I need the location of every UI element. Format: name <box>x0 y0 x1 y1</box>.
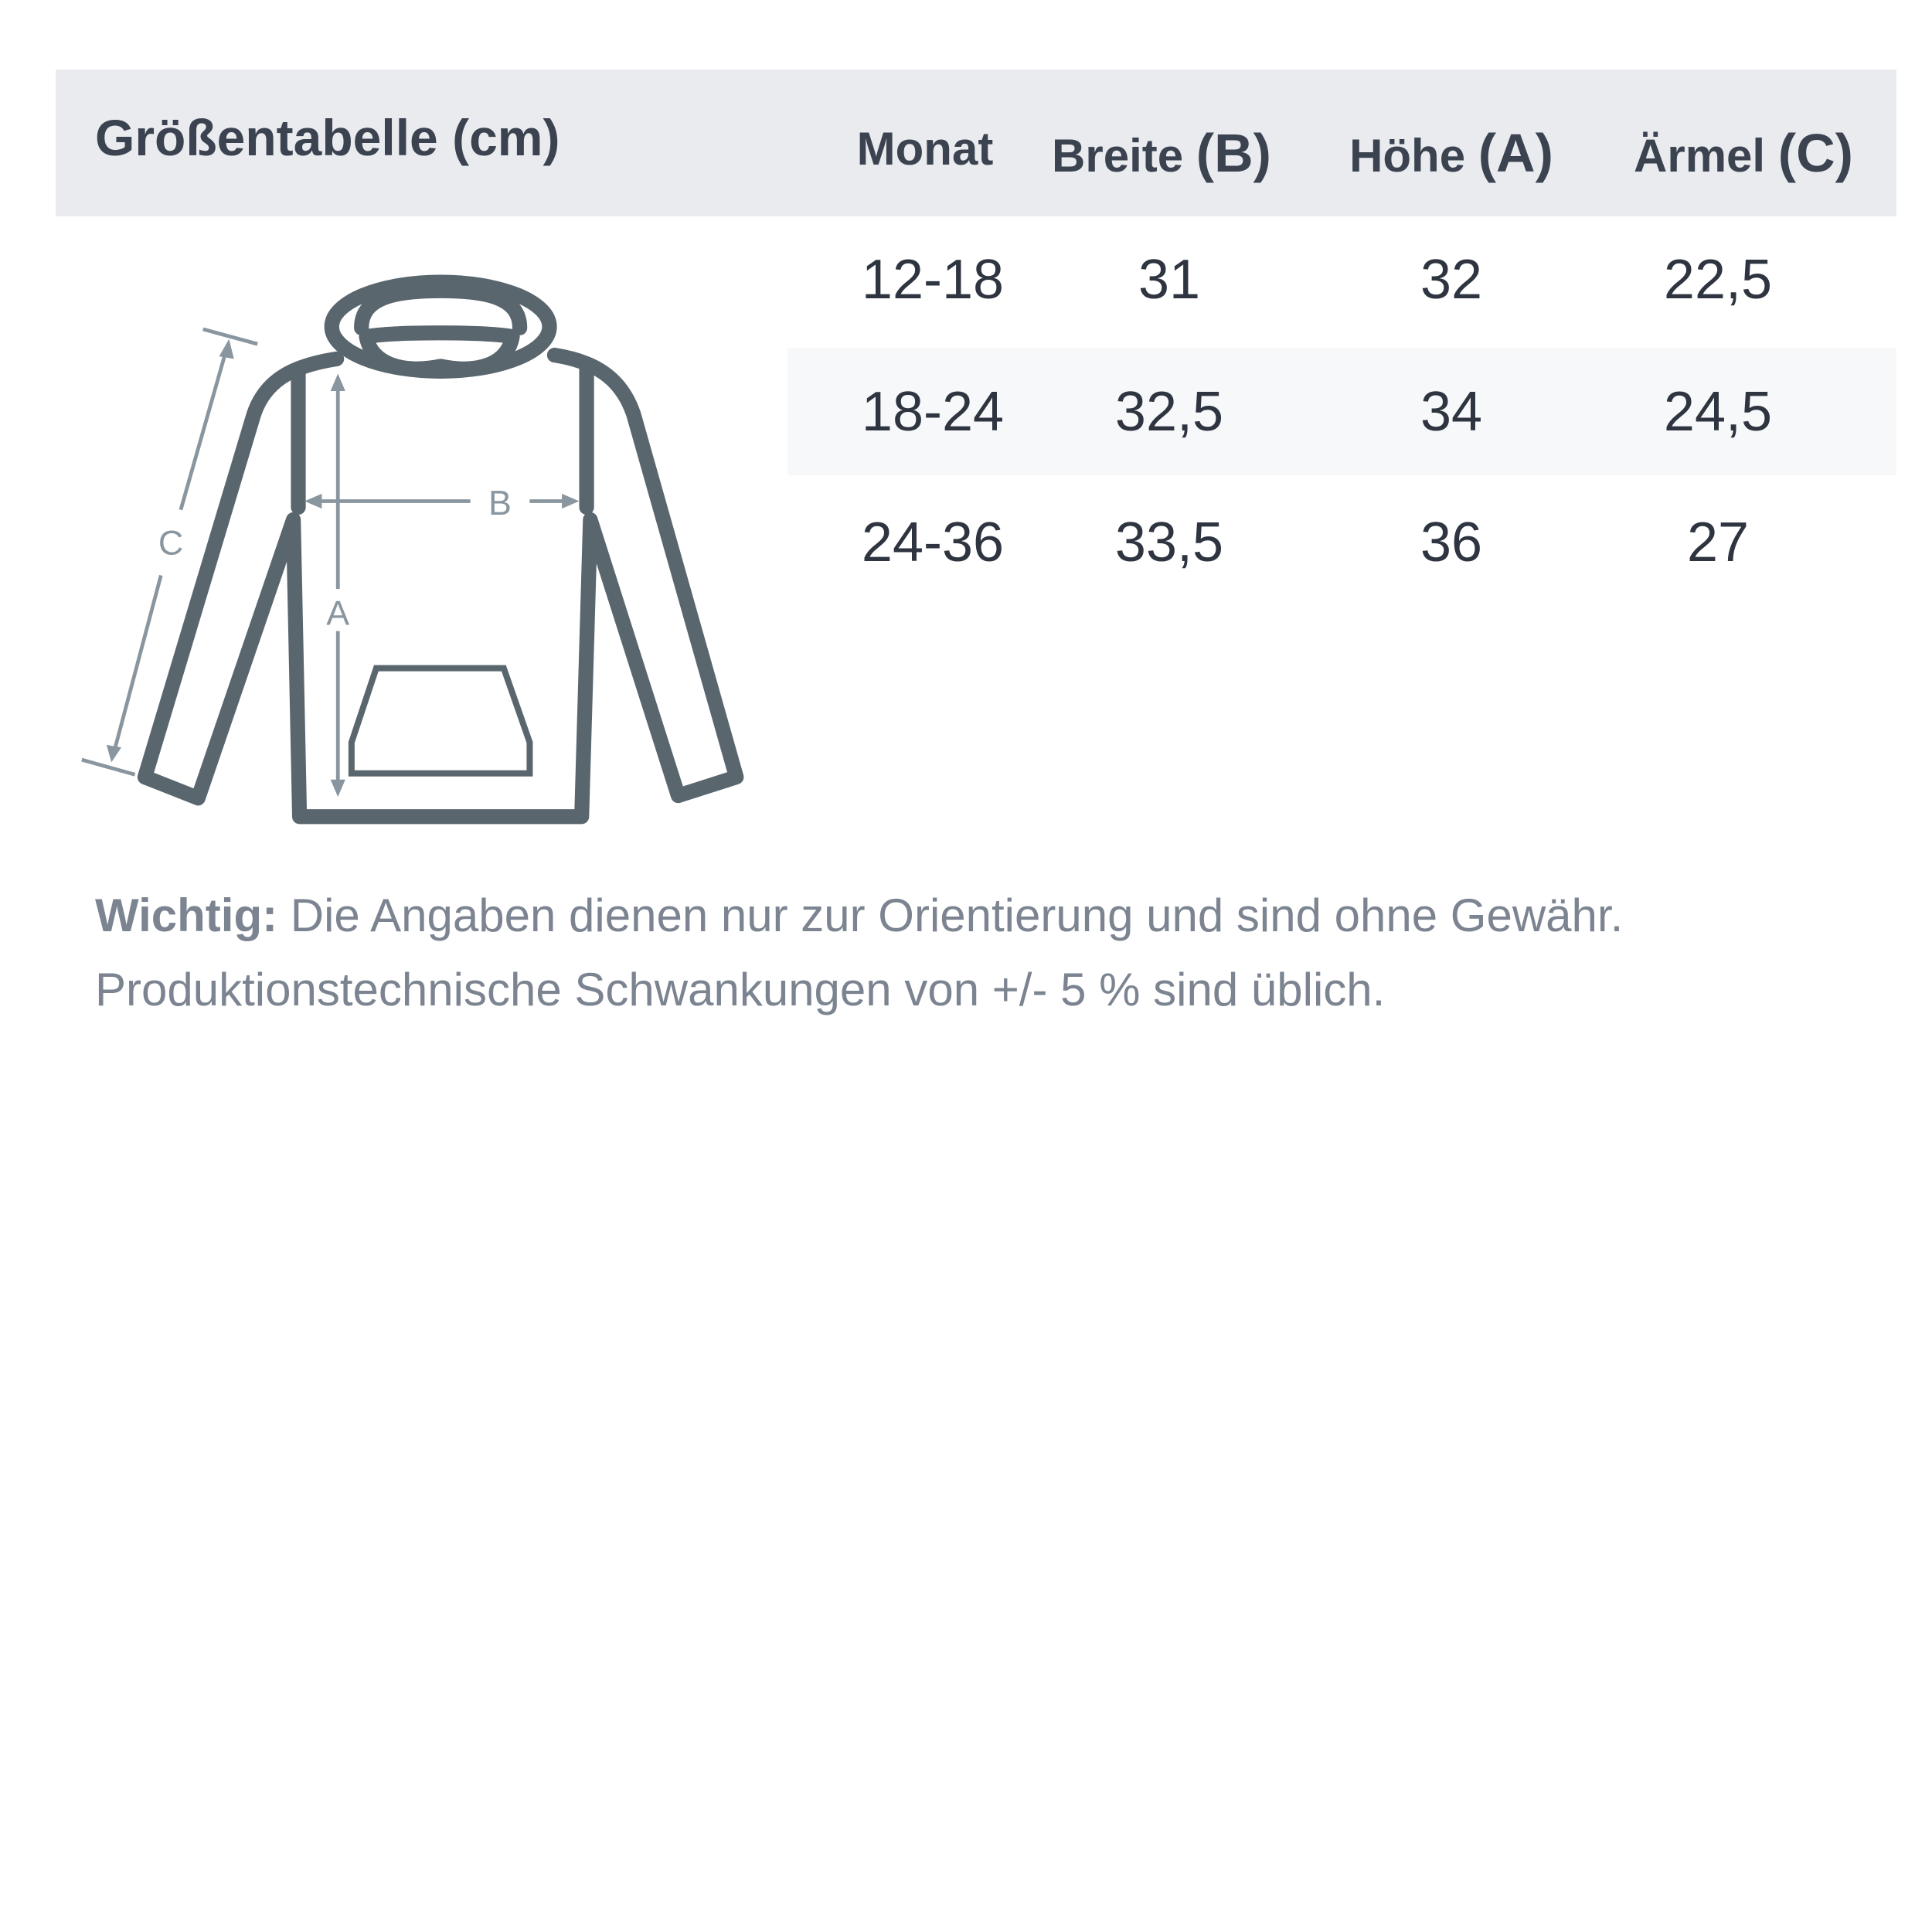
cell-month: 12-18 <box>861 249 1005 311</box>
measurement-lines <box>81 327 580 798</box>
cell-width: 31 <box>1138 249 1201 311</box>
column-header-height: Höhe (A) <box>1349 122 1553 184</box>
column-label: Höhe <box>1349 130 1466 182</box>
hoodie-diagram: A B C <box>81 274 744 825</box>
disclaimer-bold: Wichtig: <box>95 889 278 941</box>
disclaimer-text: Die Angaben dienen nur zur Orientierung … <box>277 889 1624 941</box>
column-header-width: Breite (B) <box>1052 122 1271 184</box>
disclaimer-line-2: Produktionstechnische Schwankungen von +… <box>95 964 1386 1015</box>
cell-width: 32,5 <box>1114 381 1224 443</box>
column-letter: (A) <box>1478 123 1553 183</box>
label-a: A <box>326 594 349 633</box>
column-label: Breite <box>1052 130 1184 182</box>
pocket <box>348 665 533 777</box>
disclaimer-line-1: Wichtig: Die Angaben dienen nur zur Orie… <box>95 889 1623 942</box>
cell-height: 34 <box>1420 381 1483 443</box>
column-letter: (B) <box>1196 123 1271 183</box>
cell-sleeve: 22,5 <box>1663 249 1773 311</box>
column-label: Monat <box>856 123 994 175</box>
column-header-sleeve: Ärmel (C) <box>1634 122 1853 184</box>
column-letter: (C) <box>1777 123 1853 183</box>
cell-month: 18-24 <box>861 381 1005 443</box>
table-header-background <box>56 70 1896 216</box>
label-b: B <box>488 483 512 522</box>
cell-sleeve: 24,5 <box>1663 381 1773 443</box>
cell-height: 36 <box>1420 512 1483 573</box>
table-row-stripe <box>787 348 1896 475</box>
cell-sleeve: 27 <box>1686 512 1750 573</box>
label-c: C <box>158 522 183 562</box>
cell-width: 33,5 <box>1114 512 1224 573</box>
column-header-month: Monat <box>857 122 994 175</box>
column-label: Ärmel <box>1634 130 1766 182</box>
hoodie-outline <box>137 274 744 825</box>
page-title: Größentabelle (cm) <box>95 109 560 166</box>
cell-month: 24-36 <box>861 512 1005 573</box>
cell-height: 32 <box>1420 249 1483 311</box>
